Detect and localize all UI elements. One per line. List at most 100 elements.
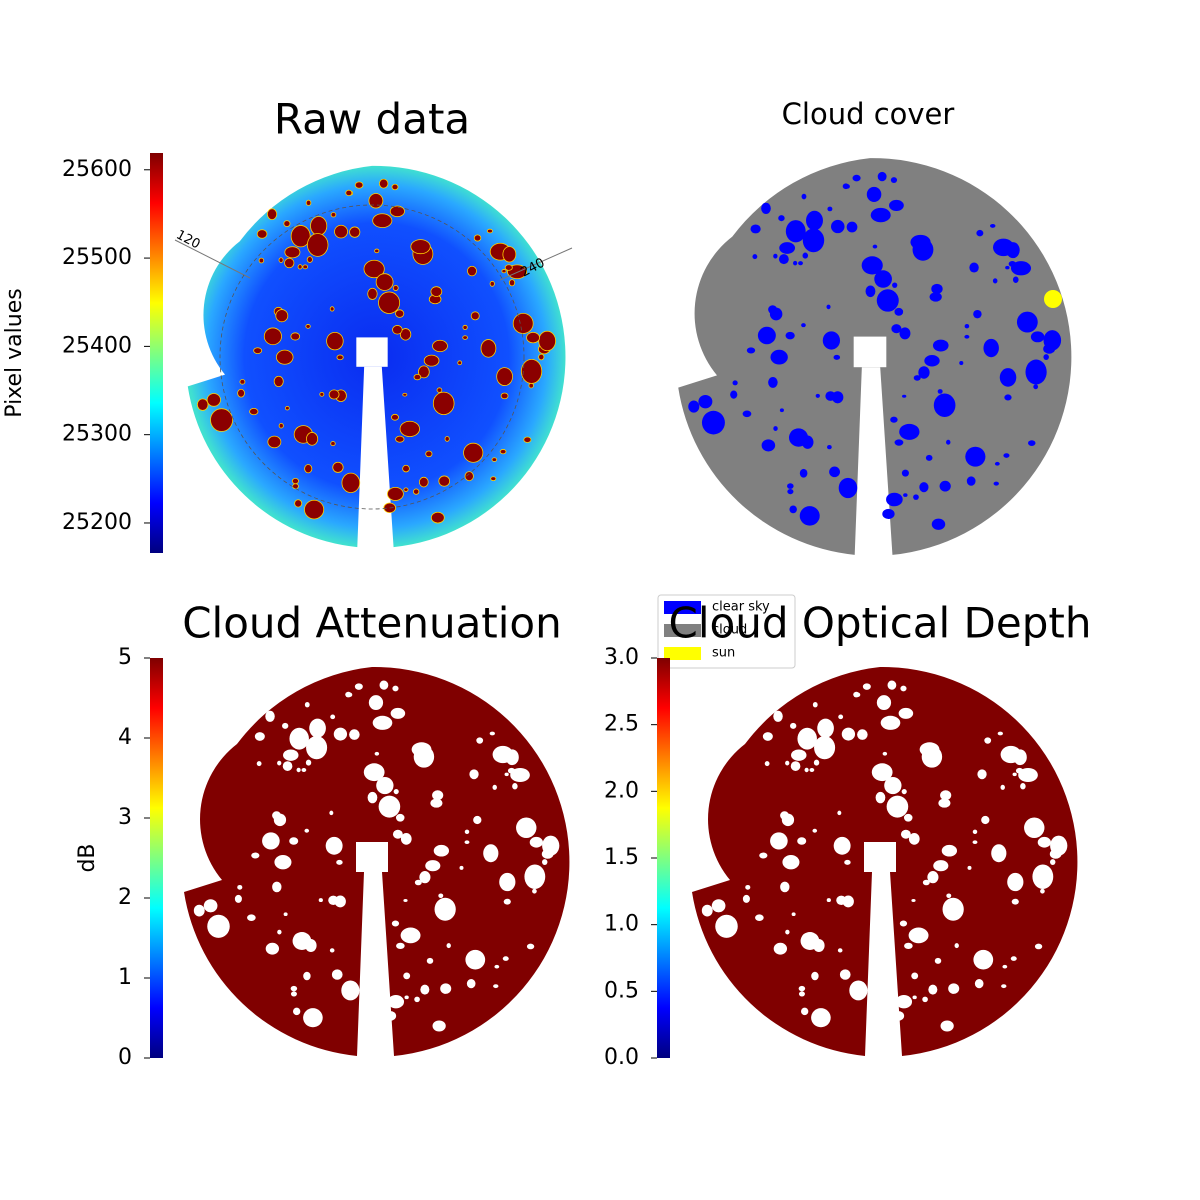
blob bbox=[310, 216, 328, 236]
blob bbox=[432, 391, 455, 416]
blob bbox=[446, 943, 451, 949]
blob bbox=[778, 215, 785, 222]
blob bbox=[476, 737, 484, 744]
blob bbox=[770, 349, 788, 365]
blob bbox=[400, 927, 421, 944]
blob bbox=[997, 731, 1003, 736]
blob bbox=[273, 375, 284, 388]
blob bbox=[430, 798, 443, 808]
blob bbox=[742, 410, 752, 418]
blob bbox=[913, 494, 919, 500]
blob bbox=[849, 980, 868, 1001]
blob bbox=[501, 269, 507, 274]
blob bbox=[922, 996, 928, 1003]
panel-title: Raw data bbox=[274, 95, 470, 144]
blob bbox=[785, 929, 790, 935]
blob bbox=[884, 776, 902, 795]
blob bbox=[769, 307, 783, 321]
blob bbox=[502, 246, 517, 263]
blob bbox=[444, 436, 450, 442]
blob bbox=[925, 454, 933, 461]
blob bbox=[375, 273, 394, 291]
blob bbox=[354, 683, 363, 690]
blob bbox=[426, 957, 434, 964]
blob bbox=[306, 432, 319, 446]
blob bbox=[239, 379, 246, 385]
blob bbox=[1040, 888, 1045, 894]
blob bbox=[759, 852, 768, 859]
mast bbox=[356, 337, 388, 367]
blob bbox=[272, 881, 282, 893]
blob bbox=[289, 837, 299, 845]
blob bbox=[1005, 265, 1010, 270]
blob bbox=[899, 920, 908, 927]
blob bbox=[354, 181, 364, 189]
blob bbox=[1003, 453, 1010, 458]
blob bbox=[882, 751, 888, 756]
blob bbox=[918, 366, 930, 379]
blob bbox=[1030, 331, 1045, 343]
blob bbox=[801, 323, 806, 328]
blob bbox=[990, 223, 996, 228]
blob bbox=[1050, 835, 1068, 856]
blob bbox=[210, 408, 233, 432]
blob bbox=[890, 177, 898, 183]
blob bbox=[247, 914, 256, 921]
blob bbox=[433, 844, 450, 857]
blob bbox=[480, 339, 497, 358]
blob bbox=[372, 715, 393, 730]
blob bbox=[330, 212, 337, 218]
blob bbox=[934, 957, 942, 964]
blob bbox=[773, 426, 778, 431]
blob bbox=[363, 259, 385, 279]
blob bbox=[831, 219, 845, 234]
blob bbox=[473, 815, 482, 825]
legend-swatch bbox=[664, 647, 701, 660]
blob bbox=[304, 828, 310, 833]
blob bbox=[434, 897, 456, 921]
blob bbox=[504, 264, 513, 271]
blob bbox=[404, 995, 409, 1000]
blob bbox=[430, 511, 445, 524]
blob bbox=[499, 449, 507, 455]
blob bbox=[294, 499, 303, 508]
colorbar bbox=[657, 658, 670, 1058]
blob bbox=[805, 210, 823, 231]
blob bbox=[319, 392, 325, 397]
blob bbox=[972, 829, 978, 834]
blob bbox=[790, 761, 801, 771]
blob bbox=[900, 685, 907, 692]
blob bbox=[330, 441, 336, 447]
blob bbox=[399, 420, 420, 437]
blob bbox=[504, 772, 509, 777]
blob bbox=[798, 991, 805, 997]
blob bbox=[939, 480, 951, 492]
blob bbox=[418, 365, 430, 379]
blob bbox=[901, 469, 909, 477]
blob bbox=[492, 784, 497, 790]
panel-title: Cloud Attenuation bbox=[182, 599, 562, 648]
blob bbox=[892, 282, 898, 288]
blob bbox=[378, 291, 401, 314]
blob bbox=[423, 354, 440, 367]
blob bbox=[967, 865, 972, 870]
blob bbox=[413, 373, 422, 381]
blob bbox=[922, 879, 930, 886]
blob bbox=[809, 767, 815, 773]
blob bbox=[396, 942, 405, 950]
blob bbox=[440, 983, 452, 994]
blob bbox=[263, 327, 282, 346]
blob bbox=[403, 898, 408, 902]
blob bbox=[328, 389, 340, 400]
blob bbox=[1049, 859, 1056, 865]
blob bbox=[969, 262, 979, 273]
blob bbox=[267, 435, 282, 449]
blob bbox=[489, 280, 495, 287]
blob bbox=[372, 213, 393, 228]
blob bbox=[886, 492, 903, 507]
blob bbox=[827, 206, 833, 212]
blob bbox=[374, 248, 380, 254]
blob bbox=[283, 912, 288, 917]
blob bbox=[262, 832, 280, 850]
blob bbox=[715, 914, 738, 938]
